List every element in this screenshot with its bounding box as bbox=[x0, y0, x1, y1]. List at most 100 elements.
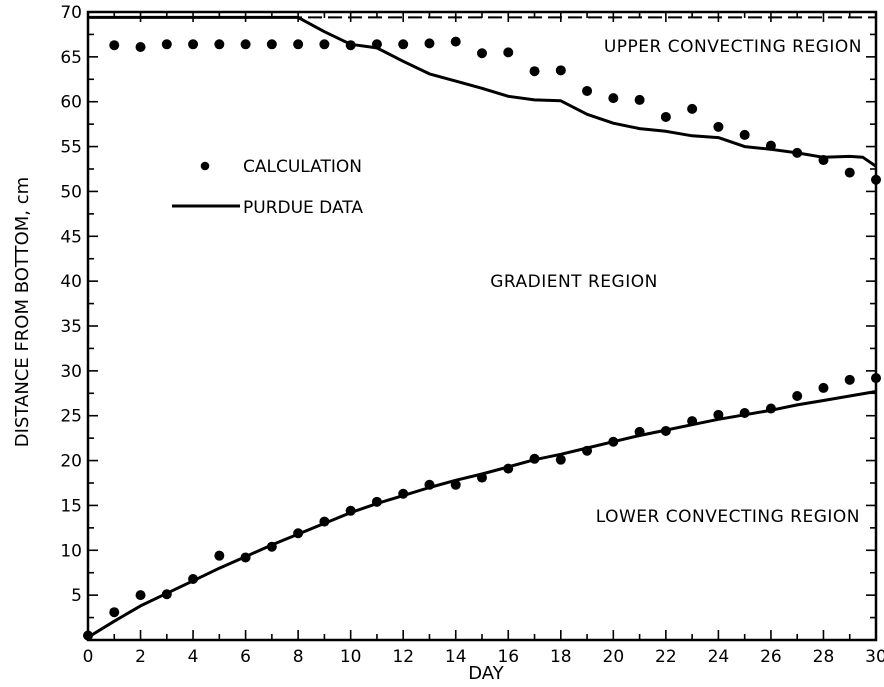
x-axis-label: DAY bbox=[468, 663, 504, 684]
calculation-point-lower bbox=[109, 607, 120, 618]
axis-ticks bbox=[87, 11, 877, 641]
y-axis-label: DISTANCE FROM BOTTOM, cm bbox=[12, 177, 33, 447]
calculation-point-upper bbox=[371, 39, 382, 50]
calculation-point-upper bbox=[634, 94, 645, 105]
plot-area-frame bbox=[86, 10, 878, 642]
calculation-point-upper bbox=[477, 48, 487, 59]
calculation-point-lower bbox=[371, 496, 382, 507]
y-tick-label: 10 bbox=[60, 541, 82, 561]
calculation-point-upper bbox=[398, 39, 409, 50]
x-tick-label: 28 bbox=[813, 647, 835, 667]
legend-purdue-label: PURDUE DATA bbox=[243, 198, 363, 218]
calculation-point-lower bbox=[345, 505, 356, 516]
purdue-line-upper bbox=[88, 15, 877, 168]
calculation-point-upper bbox=[345, 40, 356, 51]
purdue-data-lines bbox=[87, 15, 877, 639]
x-tick-label: 14 bbox=[445, 647, 467, 667]
x-tick-label: 4 bbox=[188, 647, 199, 667]
calculation-point-lower bbox=[240, 552, 251, 563]
x-tick-label: 22 bbox=[655, 647, 677, 667]
calculation-point-lower bbox=[293, 528, 304, 539]
calculation-point-lower bbox=[739, 408, 750, 419]
x-tick-label: 12 bbox=[392, 647, 414, 667]
upper-region-label: UPPER CONVECTING REGION bbox=[604, 37, 862, 57]
calculation-point-lower bbox=[503, 463, 514, 474]
calculation-point-upper bbox=[266, 39, 277, 50]
lower-region-label: LOWER CONVECTING REGION bbox=[596, 507, 860, 527]
y-tick-label: 5 bbox=[71, 586, 82, 606]
calculation-point-upper bbox=[608, 93, 619, 104]
calculation-points bbox=[83, 36, 881, 641]
x-tick-label: 18 bbox=[550, 647, 572, 667]
calculation-point-upper bbox=[319, 39, 330, 50]
y-tick-label: 25 bbox=[60, 407, 82, 427]
calculation-point-upper bbox=[161, 39, 172, 50]
calculation-point-upper bbox=[450, 36, 461, 47]
calculation-point-upper bbox=[214, 39, 225, 50]
y-tick-label: 20 bbox=[60, 452, 82, 472]
x-tick-label: 24 bbox=[708, 647, 730, 667]
x-tick-label: 10 bbox=[340, 647, 362, 667]
calculation-point-lower bbox=[582, 445, 593, 456]
calculation-point-lower bbox=[398, 488, 409, 499]
y-tick-label: 70 bbox=[60, 3, 82, 23]
calculation-point-upper bbox=[687, 103, 698, 114]
x-tick-label: 26 bbox=[760, 647, 782, 667]
calculation-point-lower bbox=[161, 589, 172, 600]
calculation-point-lower bbox=[792, 390, 803, 401]
calculation-point-upper bbox=[109, 40, 120, 51]
calculation-point-upper bbox=[660, 111, 671, 122]
calculation-point-upper bbox=[713, 121, 724, 132]
y-tick-label: 30 bbox=[60, 362, 82, 382]
calculation-point-upper bbox=[739, 129, 750, 140]
calculation-point-upper bbox=[582, 85, 593, 96]
x-tick-label: 2 bbox=[135, 647, 146, 667]
calculation-point-lower bbox=[477, 472, 487, 483]
y-tick-label: 35 bbox=[60, 317, 82, 337]
calculation-point-lower bbox=[214, 550, 225, 561]
y-tick-label: 45 bbox=[60, 227, 82, 247]
calculation-point-upper bbox=[765, 140, 776, 151]
calculation-point-upper bbox=[555, 65, 566, 76]
calculation-point-lower bbox=[818, 382, 829, 393]
calculation-point-lower bbox=[687, 416, 698, 427]
legend-calculation-label: CALCULATION bbox=[243, 157, 362, 177]
calculation-point-lower bbox=[450, 479, 461, 490]
calculation-point-lower bbox=[555, 454, 566, 465]
calculation-point-upper bbox=[135, 41, 146, 52]
legend-calculation-marker bbox=[200, 161, 210, 171]
x-tick-label: 6 bbox=[240, 647, 251, 667]
calculation-point-lower bbox=[713, 409, 724, 420]
calculation-point-lower bbox=[765, 403, 776, 414]
tick-labels: 0 2 4 6 8 10 12 14 16 18 20 22 24 26 28 305101520253035… bbox=[60, 3, 884, 667]
calculation-point-upper bbox=[188, 39, 199, 50]
calculation-point-lower bbox=[319, 516, 330, 527]
y-tick-label: 65 bbox=[60, 48, 82, 68]
calculation-point-lower bbox=[608, 436, 619, 447]
x-tick-label: 0 bbox=[83, 647, 94, 667]
calculation-point-upper bbox=[529, 66, 540, 77]
calculation-point-upper bbox=[293, 39, 304, 50]
x-tick-label: 16 bbox=[497, 647, 519, 667]
calculation-point-lower bbox=[660, 425, 671, 436]
gradient-region-label: GRADIENT REGION bbox=[490, 272, 658, 292]
calculation-point-upper bbox=[818, 155, 829, 166]
calculation-point-lower bbox=[188, 573, 199, 584]
calculation-point-upper bbox=[424, 38, 435, 49]
calculation-point-upper bbox=[503, 47, 514, 58]
x-tick-label: 30 bbox=[865, 647, 884, 667]
y-tick-label: 15 bbox=[60, 496, 82, 516]
calculation-point-lower bbox=[844, 374, 855, 385]
y-tick-label: 60 bbox=[60, 93, 82, 113]
x-tick-label: 20 bbox=[603, 647, 625, 667]
calculation-point-upper bbox=[844, 167, 855, 178]
y-tick-label: 50 bbox=[60, 182, 82, 202]
x-tick-label: 8 bbox=[293, 647, 304, 667]
legend: CALCULATION PURDUE DATA bbox=[172, 157, 363, 218]
calculation-point-upper bbox=[792, 147, 803, 158]
calculation-point-lower bbox=[634, 426, 645, 437]
calculation-point-lower bbox=[424, 479, 435, 490]
calculation-point-lower bbox=[135, 590, 146, 601]
y-tick-label: 40 bbox=[60, 272, 82, 292]
